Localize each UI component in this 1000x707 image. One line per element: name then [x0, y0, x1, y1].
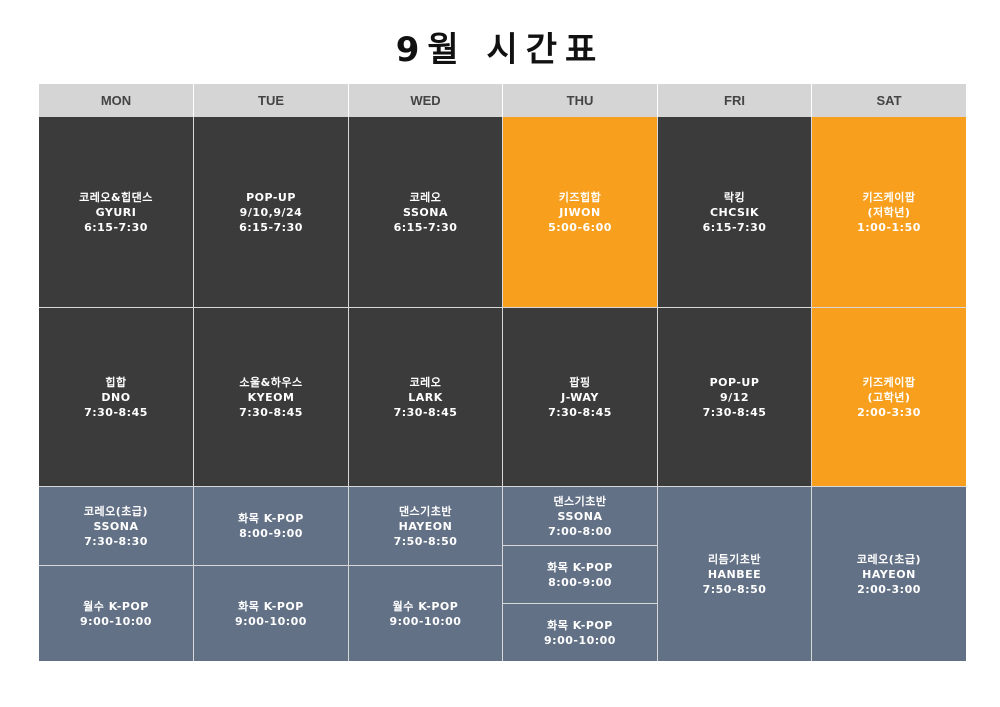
class-name: 화목 K-POP [547, 560, 613, 574]
class-instructor: CHCSIK [709, 205, 760, 219]
day-header-thu: THU [503, 84, 658, 117]
day-header-mon: MON [39, 84, 194, 117]
day-header-wed: WED [349, 84, 503, 117]
class-cell-thu-4: 화목 K-POP 8:00-9:00 [503, 546, 658, 604]
class-name: 화목 K-POP [238, 512, 304, 525]
class-time: 9:00-10:00 [235, 614, 307, 628]
class-time: 9:00-10:00 [389, 614, 462, 628]
class-instructor: HAYEON [398, 519, 453, 533]
class-name: 리듬기초반 [707, 552, 762, 566]
class-instructor: KYEOM [247, 390, 295, 404]
class-instructor: SSONA [403, 205, 448, 219]
class-cell-mon-2: 힙합 DNO 7:30-8:45 [39, 308, 194, 487]
class-time: 7:50-8:50 [393, 534, 458, 548]
class-time: 7:50-8:50 [702, 582, 767, 596]
class-cell-sat-2: 키즈케이팝 (고학년) 2:00-3:30 [812, 308, 966, 487]
class-instructor: HAYEON [862, 567, 916, 581]
class-time: 2:00-3:00 [857, 582, 921, 596]
class-time: 5:00-6:00 [548, 220, 612, 234]
class-level: (저학년) [867, 205, 911, 219]
class-name: 팝핑 [569, 375, 591, 389]
class-name: 키즈케이팝 [862, 190, 916, 204]
class-time: 1:00-1:50 [857, 220, 921, 234]
page-title: 9월 시간표 [395, 30, 605, 70]
class-instructor: LARK [408, 390, 443, 404]
class-name: 댄스기초반 [398, 504, 453, 518]
class-cell-thu-1: 키즈힙합 JIWON 5:00-6:00 [503, 117, 658, 308]
class-name: 락킹 [723, 190, 746, 204]
class-instructor: SSONA [93, 519, 139, 533]
class-time: 8:00-9:00 [548, 575, 612, 589]
class-name: 코레오 [409, 190, 442, 204]
class-cell-wed-1: 코레오 SSONA 6:15-7:30 [349, 117, 503, 308]
class-cell-thu-3: 댄스기초반 SSONA 7:00-8:00 [503, 487, 658, 546]
class-cell-sat-1: 키즈케이팝 (저학년) 1:00-1:50 [812, 117, 966, 308]
class-cell-mon-4: 월수 K-POP 9:00-10:00 [39, 566, 194, 661]
class-name: 소울&하우스 [239, 375, 303, 389]
class-cell-fri-1: 락킹 CHCSIK 6:15-7:30 [658, 117, 812, 308]
class-instructor: GYURI [95, 205, 137, 219]
class-name: 코레오&힙댄스 [79, 190, 153, 204]
class-cell-fri-2: POP-UP 9/12 7:30-8:45 [658, 308, 812, 487]
class-time: 6:15-7:30 [239, 220, 303, 234]
class-time: 7:30-8:45 [548, 405, 612, 419]
class-instructor: SSONA [557, 509, 603, 523]
class-level: (고학년) [867, 390, 911, 404]
class-name: 화목 K-POP [238, 599, 304, 613]
class-name: 키즈케이팝 [862, 375, 916, 389]
class-name: 키즈힙합 [558, 190, 602, 204]
class-time: 7:30-8:45 [702, 405, 767, 419]
class-cell-wed-2: 코레오 LARK 7:30-8:45 [349, 308, 503, 487]
class-cell-wed-4: 월수 K-POP 9:00-10:00 [349, 566, 503, 661]
class-instructor: DNO [101, 390, 131, 404]
class-time: 9:00-10:00 [544, 633, 616, 647]
class-time: 6:15-7:30 [84, 220, 148, 234]
timetable-grid: MON TUE WED THU FRI SAT 코레오&힙댄스 GYURI 6:… [39, 84, 966, 661]
class-time: 7:30-8:45 [84, 405, 148, 419]
day-header-fri: FRI [658, 84, 812, 117]
class-cell-fri-3: 리듬기초반 HANBEE 7:50-8:50 [658, 487, 812, 661]
class-instructor: J-WAY [561, 390, 599, 404]
class-name: 월수 K-POP [392, 599, 459, 613]
class-time: 6:15-7:30 [702, 220, 767, 234]
class-name: 화목 K-POP [547, 618, 613, 632]
class-cell-tue-3: 화목 K-POP 8:00-9:00 [194, 487, 349, 566]
class-name: POP-UP [246, 190, 296, 204]
day-header-tue: TUE [194, 84, 349, 117]
class-cell-mon-3: 코레오(초급) SSONA 7:30-8:30 [39, 487, 194, 566]
class-cell-tue-4: 화목 K-POP 9:00-10:00 [194, 566, 349, 661]
day-header-sat: SAT [812, 84, 966, 117]
class-dates: 9/10,9/24 [239, 205, 303, 219]
class-time: 6:15-7:30 [393, 220, 458, 234]
class-time: 7:00-8:00 [548, 524, 612, 538]
class-cell-thu-5: 화목 K-POP 9:00-10:00 [503, 604, 658, 661]
class-time: 2:00-3:30 [857, 405, 921, 419]
class-instructor: JIWON [559, 205, 601, 219]
class-name: 코레오(초급) [856, 552, 922, 566]
class-cell-wed-3: 댄스기초반 HAYEON 7:50-8:50 [349, 487, 503, 566]
class-dates: 9/12 [720, 390, 749, 404]
class-cell-tue-2: 소울&하우스 KYEOM 7:30-8:45 [194, 308, 349, 487]
class-name: POP-UP [709, 375, 760, 389]
class-time: 7:30-8:45 [239, 405, 303, 419]
class-name: 코레오(초급) [83, 504, 149, 518]
class-name: 월수 K-POP [83, 599, 149, 613]
class-cell-thu-2: 팝핑 J-WAY 7:30-8:45 [503, 308, 658, 487]
class-name: 힙합 [105, 375, 127, 389]
class-time: 7:30-8:45 [393, 405, 458, 419]
class-cell-tue-1: POP-UP 9/10,9/24 6:15-7:30 [194, 117, 349, 308]
class-time: 7:30-8:30 [84, 534, 148, 548]
class-time: 9:00-10:00 [80, 614, 152, 628]
class-cell-sat-3: 코레오(초급) HAYEON 2:00-3:00 [812, 487, 966, 661]
class-name: 댄스기초반 [553, 494, 607, 508]
class-cell-mon-1: 코레오&힙댄스 GYURI 6:15-7:30 [39, 117, 194, 308]
class-time: 8:00-9:00 [239, 527, 303, 540]
class-instructor: HANBEE [707, 567, 762, 581]
class-name: 코레오 [409, 375, 442, 389]
